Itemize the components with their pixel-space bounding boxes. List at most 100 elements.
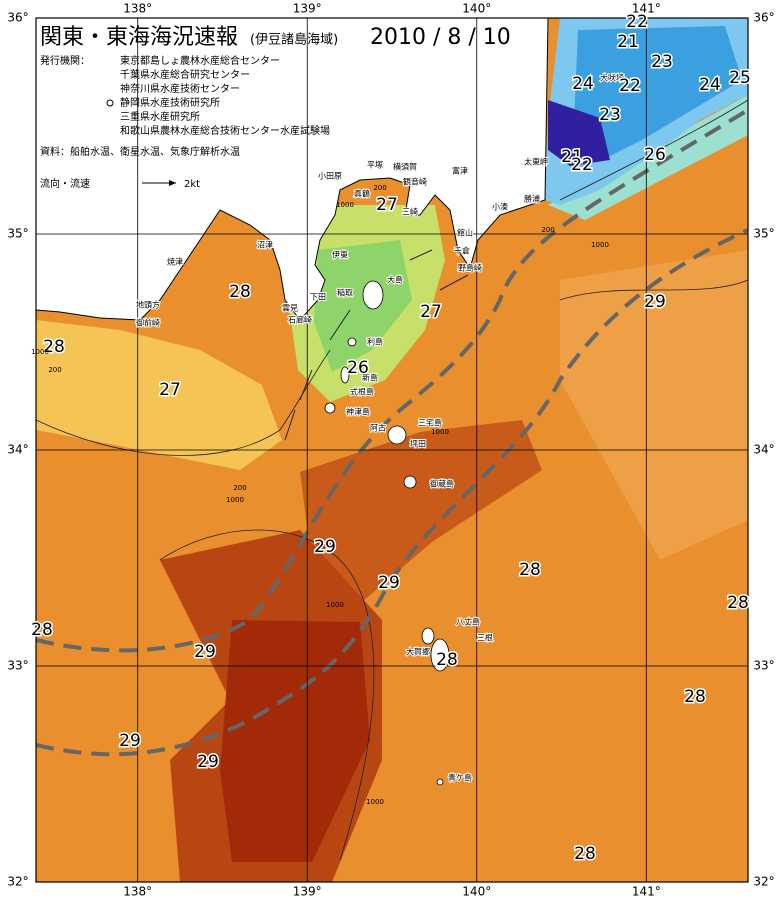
contour <box>35 349 331 456</box>
temperature-label: 29 <box>314 537 336 557</box>
temperature-label: 22 <box>626 12 648 32</box>
sea-field <box>300 420 542 642</box>
land <box>35 17 549 321</box>
temperature-label: 28 <box>229 282 251 302</box>
sea-field <box>220 620 370 862</box>
place-label: 御前崎 <box>136 318 160 328</box>
temperature-label: 21 <box>617 32 639 52</box>
issuer: 和歌山県農林水産総合技術センター水産試験場 <box>120 124 330 137</box>
x-tick-label: 140° <box>462 885 491 899</box>
depth-label: 1000 <box>431 428 449 436</box>
place-label: 三根 <box>477 633 493 643</box>
y-tick-label: 35° <box>753 227 774 241</box>
island <box>324 402 336 414</box>
temperature-label: 28 <box>727 593 749 613</box>
temperature-label: 24 <box>699 75 721 95</box>
depth-label: 200 <box>48 366 61 374</box>
depth-label: 1000 <box>226 496 244 504</box>
sea-field <box>314 240 412 372</box>
place-label: 石廊崎 <box>288 315 312 325</box>
temperature-label: 26 <box>644 145 666 165</box>
depth-label: 1000 <box>31 348 49 356</box>
source: 資料：船舶水温、衛星水温、気象庁解析水温 <box>40 145 240 158</box>
kuroshio <box>35 108 750 757</box>
island <box>403 475 417 489</box>
temperature-label: 23 <box>599 105 621 125</box>
depth-label: 200 <box>233 484 246 492</box>
y-tick-label: 33° <box>753 659 774 673</box>
temperature-label: 24 <box>572 74 594 94</box>
map-frame <box>35 17 749 883</box>
kuroshio-axis <box>35 228 749 757</box>
sea-field <box>572 26 742 168</box>
x-tick-label: 140° <box>462 2 491 16</box>
depth-label: 200 <box>373 184 386 192</box>
place-label: 小湊 <box>492 202 508 212</box>
current-arrow <box>439 274 469 291</box>
temperature-label: 28 <box>519 560 541 580</box>
place-label: 下田 <box>310 293 326 302</box>
issuers: 東京都島しょ農林水産総合センター千葉県水産総合研究センター神奈川県水産技術センタ… <box>120 54 330 137</box>
place-label: 三宅島 <box>418 418 442 428</box>
graticule <box>36 17 748 883</box>
place-label: 式根島 <box>350 387 374 397</box>
temperature-label: 29 <box>119 731 141 751</box>
place-label: 利島 <box>367 337 383 347</box>
title: 関東・東海海況速報 <box>40 25 238 50</box>
temperature-label: 29 <box>644 292 666 312</box>
temperature-label: 23 <box>651 52 673 72</box>
place-label: 稲取 <box>337 288 353 298</box>
contours <box>35 99 749 861</box>
legend-speed: 2kt <box>184 179 200 190</box>
temperature-label: 27 <box>420 302 442 322</box>
place-label: 雲見 <box>282 304 298 313</box>
place-label: 千倉 <box>454 246 470 256</box>
current-arrow <box>299 369 313 401</box>
place-label: 焼津 <box>167 257 183 267</box>
temperature-label: 29 <box>197 752 219 772</box>
island <box>387 425 407 445</box>
depth-label: 1000 <box>336 201 354 209</box>
temperature-label: 27 <box>376 195 398 215</box>
x-tick-label: 141° <box>632 2 661 16</box>
y-tick-label: 36° <box>7 11 28 25</box>
legend-arrow-head <box>169 180 176 186</box>
sea-field <box>36 320 282 470</box>
y-tick-label: 33° <box>7 659 28 673</box>
kuroshio-axis <box>35 108 750 653</box>
place-label: 横須賀 <box>393 162 417 172</box>
issuer-marker <box>106 99 114 107</box>
x-tick-label: 141° <box>632 885 661 899</box>
issuer: 神奈川県水産技術センター <box>120 82 240 95</box>
x-tick-label: 139° <box>293 2 322 16</box>
place-label: 犬吠埼 <box>600 73 624 83</box>
island <box>362 280 384 310</box>
temperature-label: 28 <box>43 337 65 357</box>
place-label: 野島崎 <box>458 263 482 273</box>
contour <box>159 529 375 861</box>
issuer: 東京都島しょ農林水産総合センター <box>120 54 280 67</box>
subtitle: (伊豆諸島海域) <box>250 32 338 48</box>
place-label: 館山 <box>457 228 473 238</box>
place-label: 勝浦 <box>524 194 540 204</box>
place-label: 坪田 <box>410 440 426 449</box>
place-label: 新島 <box>362 373 378 383</box>
place-label: 大島 <box>387 275 403 285</box>
place-label: 御蔵島 <box>430 479 454 489</box>
y-tick-label: 32° <box>753 875 774 889</box>
place-label: 富津 <box>452 166 468 176</box>
y-tick-label: 34° <box>753 443 774 457</box>
depth-label: 1000 <box>591 241 609 249</box>
sea-field <box>560 250 748 560</box>
depth-label: 200 <box>541 226 554 234</box>
temperature-label: 25 <box>729 68 751 88</box>
temperature-label: 29 <box>378 573 400 593</box>
temperature-label: 26 <box>347 358 369 378</box>
island <box>436 778 444 786</box>
place-label: 青ケ島 <box>448 773 472 783</box>
island <box>340 366 350 384</box>
x-tick-label: 138° <box>123 2 152 16</box>
current-arrow <box>409 249 433 261</box>
